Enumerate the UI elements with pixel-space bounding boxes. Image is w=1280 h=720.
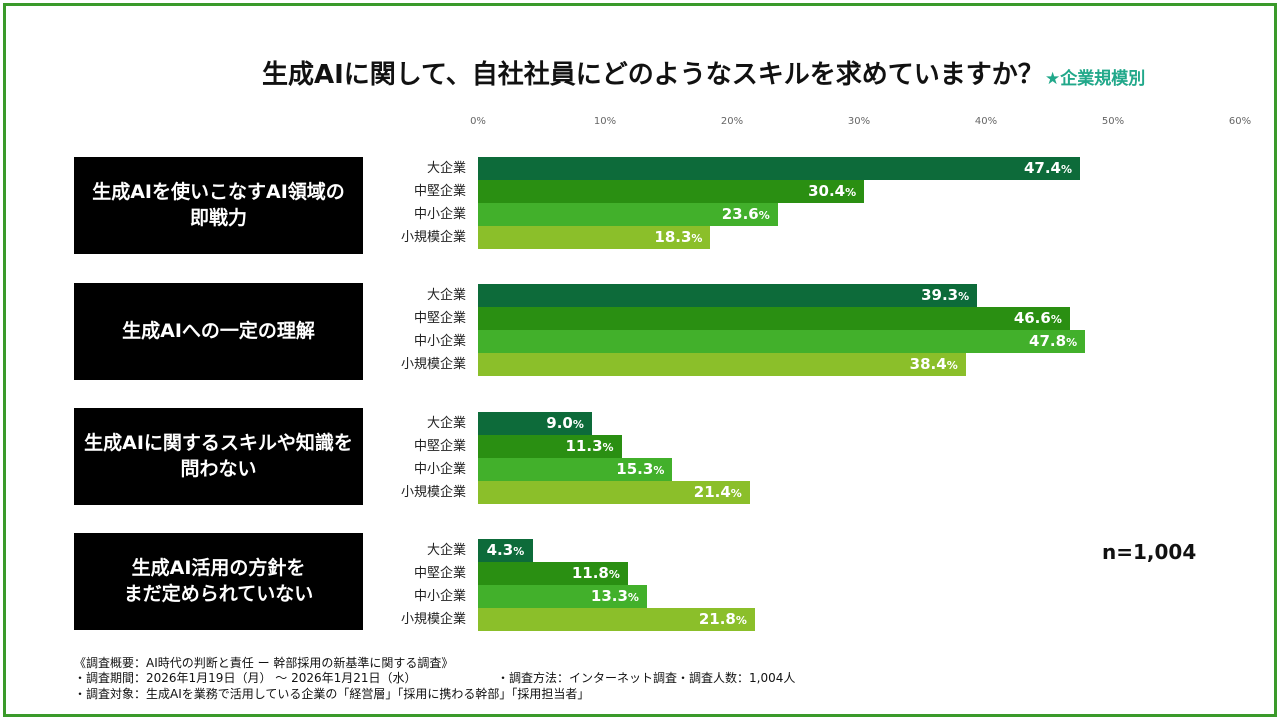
category-label: 大企業: [426, 161, 466, 176]
bar: [478, 157, 1080, 180]
x-tick-label: 0%: [470, 116, 486, 127]
bar: [478, 481, 750, 504]
survey-period: ・調査期間：2026年1月19日（月） 〜 2026年1月21日（水）: [74, 671, 417, 685]
x-tick-label: 20%: [720, 116, 744, 127]
bar: [478, 562, 628, 585]
bar: [478, 539, 533, 562]
category-label: 中小企業: [413, 334, 466, 349]
bar: [478, 608, 755, 631]
data-label: 30.4%: [808, 182, 857, 200]
data-label: 21.4%: [693, 483, 742, 501]
survey-method: ・調査方法：インターネット調査: [497, 671, 678, 685]
slide-frame: [3, 3, 1277, 717]
x-tick-label: 60%: [1228, 116, 1252, 127]
survey-target: ・調査対象：生成AIを業務で活用している企業の「経営層」「採用に携わる幹部」「採…: [74, 687, 590, 701]
data-label: 15.3%: [616, 460, 665, 478]
category-label: 小規模企業: [400, 612, 466, 627]
data-label: 21.8%: [698, 610, 747, 628]
category-label: 中小企業: [413, 589, 466, 604]
bar: [478, 585, 647, 608]
bar: [478, 353, 966, 376]
question-label: 生成AIへの一定の理解: [74, 283, 363, 380]
bar: [478, 458, 673, 481]
chart-title: 生成AIに関して、自社社員にどのようなスキルを求めていますか？: [262, 60, 1044, 90]
survey-note-title: 《調査概要：AI時代の判断と責任 ー 幹部採用の新基準に関する調査》: [74, 656, 454, 670]
question-label: 生成AIに関するスキルや知識を 問わない: [74, 408, 363, 505]
question-label: 生成AIを使いこなすAI領域の 即戦力: [74, 157, 363, 254]
question-label: 生成AI活用の方針を まだ定められていない: [74, 533, 363, 630]
data-label: 13.3%: [590, 587, 639, 605]
category-label: 小規模企業: [400, 485, 466, 500]
data-label: 9.0%: [546, 414, 584, 432]
data-label: 39.3%: [921, 286, 970, 304]
category-label: 小規模企業: [400, 357, 466, 372]
chart-subtitle: ★企業規模別: [1045, 69, 1146, 89]
x-tick-label: 40%: [974, 116, 998, 127]
category-label: 小規模企業: [400, 230, 466, 245]
category-label: 中小企業: [413, 462, 466, 477]
bar: [478, 435, 622, 458]
category-label: 中堅企業: [413, 311, 466, 326]
category-label: 中小企業: [413, 207, 466, 222]
category-label: 大企業: [426, 543, 466, 558]
data-label: 47.8%: [1029, 332, 1078, 350]
x-tick-label: 30%: [847, 116, 871, 127]
category-label: 中堅企業: [413, 439, 466, 454]
bar: [478, 307, 1070, 330]
sample-size: n=1,004: [1102, 540, 1197, 564]
data-label: 4.3%: [486, 541, 525, 559]
data-label: 18.3%: [654, 228, 703, 246]
data-label: 11.8%: [571, 564, 620, 582]
data-label: 38.4%: [909, 355, 958, 373]
category-label: 中堅企業: [413, 184, 466, 199]
data-label: 23.6%: [721, 205, 770, 223]
x-tick-label: 10%: [593, 116, 617, 127]
x-tick-label: 50%: [1101, 116, 1125, 127]
data-label: 46.6%: [1013, 309, 1062, 327]
bar: [478, 180, 865, 203]
category-label: 大企業: [426, 416, 466, 431]
bar: [478, 330, 1086, 353]
bar: [478, 284, 978, 307]
bar: [478, 412, 593, 435]
category-label: 中堅企業: [413, 566, 466, 581]
bar: [478, 203, 778, 226]
data-label: 11.3%: [565, 437, 614, 455]
data-label: 47.4%: [1023, 159, 1073, 177]
category-label: 大企業: [426, 288, 466, 303]
bar: [478, 226, 711, 249]
survey-count: ・調査人数：1,004人: [677, 671, 796, 685]
